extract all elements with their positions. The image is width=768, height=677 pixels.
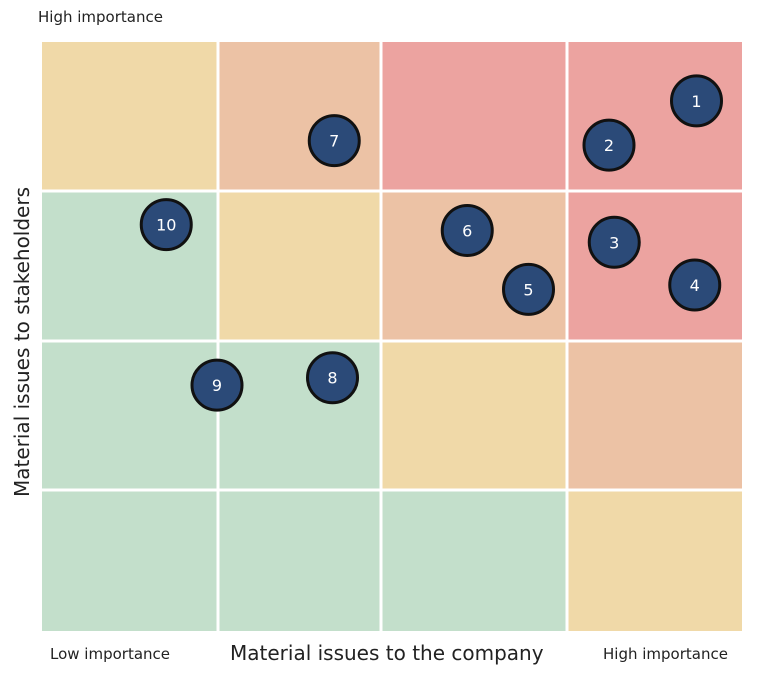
issue-marker-4: 4 — [668, 258, 722, 312]
issue-marker-label: 6 — [462, 221, 472, 240]
issue-marker-9: 9 — [190, 358, 244, 412]
issue-marker-3: 3 — [587, 215, 641, 269]
issue-marker-circle — [307, 114, 361, 168]
issue-marker-label: 8 — [327, 369, 337, 388]
issue-marker-label: 7 — [329, 132, 339, 151]
matrix-cell-r4-c3 — [382, 491, 566, 631]
y-axis-title: Material issues to stakeholders — [10, 187, 34, 497]
matrix-cell-r2-c4 — [568, 192, 742, 340]
matrix-cell-r1-c2 — [219, 42, 380, 190]
issue-marker-2: 2 — [582, 118, 636, 172]
matrix-cell-r4-c2 — [219, 491, 380, 631]
issue-marker-label: 3 — [609, 233, 619, 252]
issue-marker-circle — [502, 262, 555, 316]
matrix-cell-r4-c4 — [568, 491, 742, 631]
issue-marker-label: 4 — [690, 276, 700, 295]
issue-marker-label: 9 — [212, 376, 222, 395]
issue-marker-circle — [670, 74, 723, 128]
issue-marker-circle — [306, 351, 359, 405]
matrix-cell-r3-c4 — [568, 342, 742, 489]
issue-marker-label: 1 — [691, 92, 701, 111]
matrix-cell-r3-c2 — [219, 342, 380, 489]
issue-marker-1: 1 — [670, 74, 723, 128]
issue-marker-circle — [190, 358, 244, 412]
y-high-importance-label: High importance — [38, 8, 163, 26]
issue-marker-label: 10 — [156, 216, 176, 235]
x-axis-title: Material issues to the company — [230, 641, 544, 665]
issue-marker-6: 6 — [440, 203, 494, 257]
issue-marker-7: 7 — [307, 114, 361, 168]
matrix-cell-r2-c2 — [219, 192, 380, 340]
issue-marker-label: 5 — [523, 280, 533, 299]
matrix-cell-r3-c3 — [382, 342, 566, 489]
issue-marker-10: 10 — [139, 198, 193, 252]
issue-marker-circle — [668, 258, 722, 312]
issue-marker-circle — [587, 215, 641, 269]
issue-marker-circle — [139, 198, 193, 252]
matrix-cell-r1-c3 — [382, 42, 566, 190]
issue-marker-label: 2 — [604, 136, 614, 155]
x-high-importance-label: High importance — [603, 645, 728, 663]
issue-marker-8: 8 — [306, 351, 359, 405]
matrix-cell-r4-c1 — [42, 491, 217, 631]
x-low-importance-label: Low importance — [50, 645, 171, 663]
issue-marker-5: 5 — [502, 262, 555, 316]
issue-marker-circle — [440, 203, 494, 257]
matrix-cell-r3-c1 — [42, 342, 217, 489]
issue-marker-circle — [582, 118, 636, 172]
matrix-cell-r1-c1 — [42, 42, 217, 190]
